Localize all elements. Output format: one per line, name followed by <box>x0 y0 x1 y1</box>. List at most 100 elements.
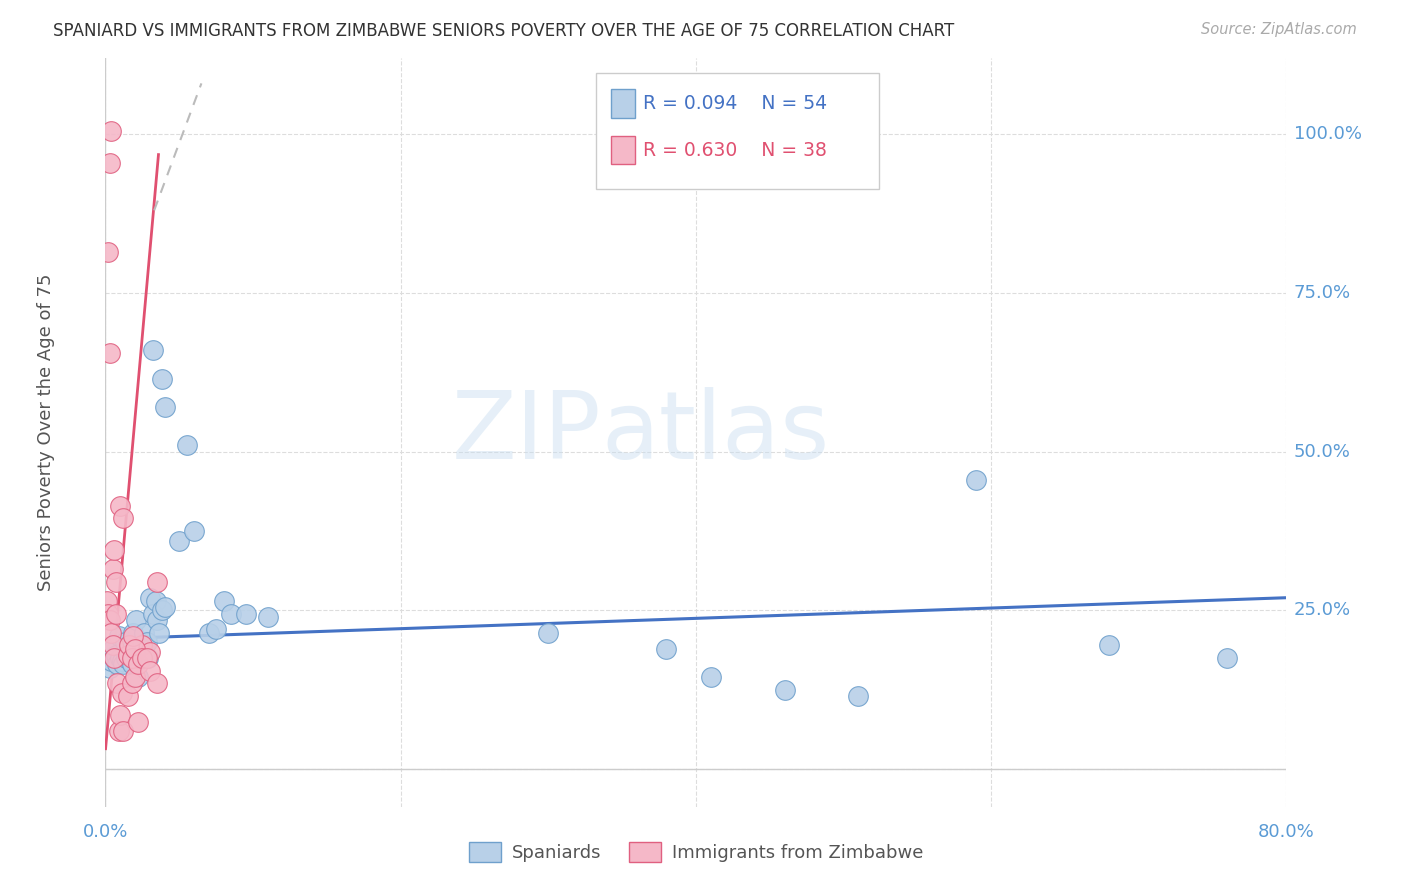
Point <box>132 625 155 640</box>
Point <box>104 574 127 589</box>
Point <box>127 714 149 729</box>
Point <box>212 594 235 608</box>
Point <box>121 651 143 665</box>
Point <box>112 724 135 739</box>
Point <box>965 473 987 487</box>
Text: 80.0%: 80.0% <box>1258 823 1315 841</box>
Text: 0.0%: 0.0% <box>83 823 128 841</box>
FancyBboxPatch shape <box>612 89 634 118</box>
Point <box>846 689 869 703</box>
Point <box>96 594 118 608</box>
Point <box>101 641 124 656</box>
Point <box>138 591 162 605</box>
Point <box>169 533 191 548</box>
Point <box>1216 651 1239 665</box>
Point <box>121 657 143 672</box>
Point <box>128 638 150 652</box>
Point <box>773 682 796 697</box>
Point <box>110 499 132 513</box>
Point <box>97 651 120 665</box>
Point <box>103 543 125 558</box>
Point <box>176 438 198 452</box>
Point <box>146 613 169 627</box>
Point <box>142 343 165 357</box>
Point <box>110 708 132 723</box>
Point <box>146 574 169 589</box>
Point <box>115 651 138 665</box>
Point <box>117 648 139 662</box>
Point <box>122 625 145 640</box>
Point <box>100 124 122 138</box>
Point <box>148 625 170 640</box>
Point <box>112 511 135 525</box>
FancyBboxPatch shape <box>612 136 634 164</box>
Point <box>129 651 152 665</box>
Point <box>98 613 121 627</box>
Text: 100.0%: 100.0% <box>1294 125 1362 144</box>
Point <box>100 654 122 668</box>
Point <box>146 676 169 690</box>
Point <box>145 594 167 608</box>
Point <box>97 607 120 621</box>
Point <box>105 657 128 672</box>
Point <box>97 244 120 259</box>
Text: 50.0%: 50.0% <box>1294 442 1351 460</box>
Point <box>122 629 145 643</box>
Point <box>150 371 173 385</box>
Point <box>112 657 135 672</box>
Point <box>107 724 129 739</box>
Point <box>138 645 162 659</box>
Point <box>98 660 121 674</box>
Point <box>111 686 134 700</box>
Point <box>131 651 153 665</box>
Text: atlas: atlas <box>602 386 830 479</box>
Point <box>118 638 141 652</box>
Point <box>111 654 134 668</box>
Point <box>114 635 136 649</box>
Point <box>183 524 205 538</box>
Point <box>134 638 156 652</box>
Point <box>537 625 560 640</box>
Point <box>101 638 124 652</box>
Text: ZIP: ZIP <box>451 386 602 479</box>
Text: SPANIARD VS IMMIGRANTS FROM ZIMBABWE SENIORS POVERTY OVER THE AGE OF 75 CORRELAT: SPANIARD VS IMMIGRANTS FROM ZIMBABWE SEN… <box>53 22 955 40</box>
Point <box>150 603 173 617</box>
Point <box>655 641 678 656</box>
Point <box>121 676 143 690</box>
Text: R = 0.094    N = 54: R = 0.094 N = 54 <box>643 95 827 113</box>
Point <box>103 651 125 665</box>
Point <box>142 607 165 621</box>
Point <box>107 629 129 643</box>
Point <box>120 654 142 668</box>
Point <box>125 613 148 627</box>
Point <box>699 670 723 684</box>
Point <box>127 670 149 684</box>
Point <box>118 638 141 652</box>
Point <box>153 600 176 615</box>
Point <box>110 651 132 665</box>
Point <box>100 625 122 640</box>
Point <box>124 645 146 659</box>
Text: R = 0.630    N = 38: R = 0.630 N = 38 <box>643 141 827 160</box>
Text: 25.0%: 25.0% <box>1294 601 1351 619</box>
FancyBboxPatch shape <box>596 73 879 189</box>
Point <box>117 689 139 703</box>
Point <box>103 651 125 665</box>
Point <box>136 651 159 665</box>
Point <box>98 155 121 169</box>
Point <box>124 670 146 684</box>
Text: 75.0%: 75.0% <box>1294 284 1351 301</box>
Point <box>235 607 257 621</box>
Point <box>153 401 176 415</box>
Point <box>104 607 127 621</box>
Point <box>135 651 157 665</box>
Point <box>104 648 127 662</box>
Text: Seniors Poverty Over the Age of 75: Seniors Poverty Over the Age of 75 <box>38 274 55 591</box>
Legend: Spaniards, Immigrants from Zimbabwe: Spaniards, Immigrants from Zimbabwe <box>461 835 931 870</box>
Point <box>117 648 139 662</box>
Point <box>101 562 124 576</box>
Point <box>197 625 219 640</box>
Point <box>131 645 153 659</box>
Point <box>124 641 146 656</box>
Text: Source: ZipAtlas.com: Source: ZipAtlas.com <box>1201 22 1357 37</box>
